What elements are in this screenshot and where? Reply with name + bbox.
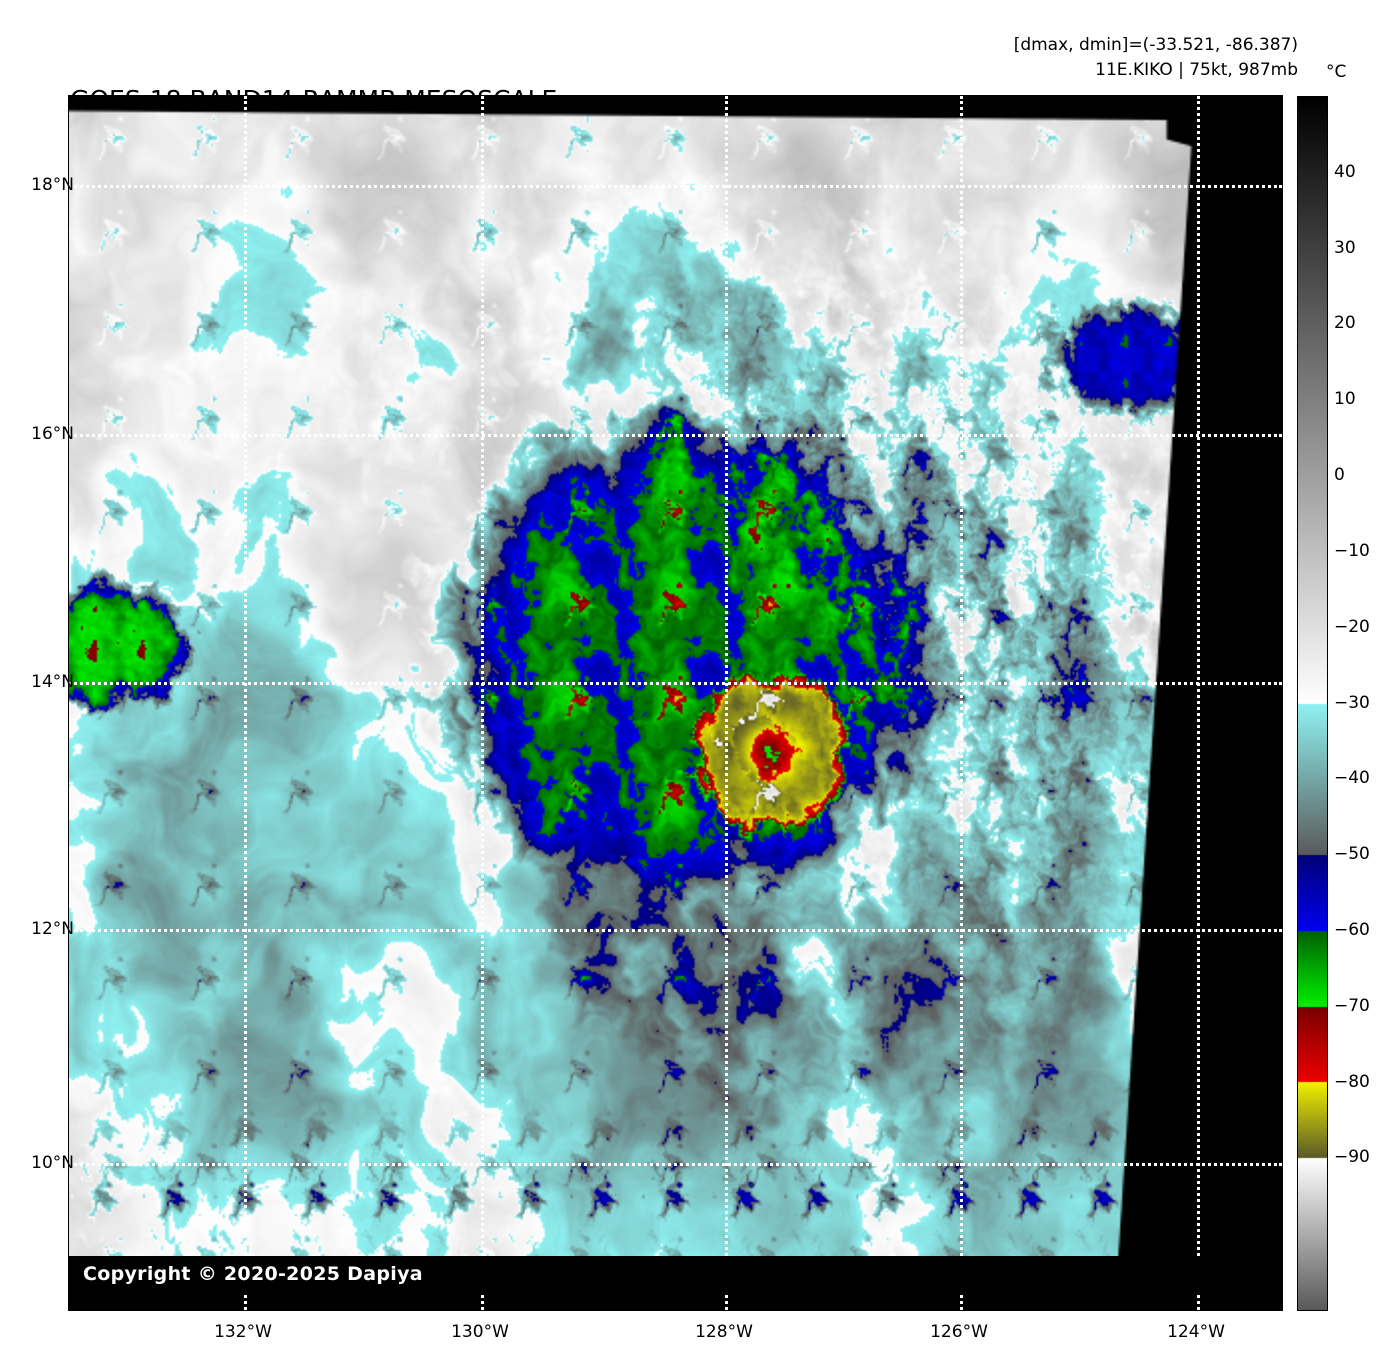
satellite-image-clip — [69, 96, 1282, 1310]
copyright-text: Copyright © 2020-2025 Dapiya — [83, 1263, 423, 1285]
colorbar-tick-label: −60 — [1334, 919, 1370, 940]
gridline-vertical — [244, 96, 247, 1310]
header-metadata: [dmax, dmin]=(-33.521, -86.387) 11E.KIKO… — [1014, 33, 1298, 83]
colorbar-tick-label: 0 — [1334, 465, 1345, 486]
gridline-horizontal — [69, 434, 1282, 437]
latitude-tick-label: 12°N — [31, 919, 74, 939]
colorbar-tick-label: −70 — [1334, 995, 1370, 1016]
colorbar-canvas — [1298, 97, 1327, 1310]
colorbar-tick-label: −20 — [1334, 616, 1370, 637]
satellite-imagery — [69, 96, 1282, 1310]
gridline-horizontal — [69, 185, 1282, 188]
colorbar-unit-label: °C — [1326, 62, 1347, 82]
colorbar-gradient — [1298, 97, 1327, 1310]
gridline-vertical — [1197, 96, 1200, 1310]
colorbar-tick-label: 20 — [1334, 313, 1356, 334]
copyright-bar: Copyright © 2020-2025 Dapiya — [69, 1256, 1282, 1292]
latitude-tick-label: 10°N — [31, 1153, 74, 1173]
colorbar-tick-label: −30 — [1334, 692, 1370, 713]
longitude-tick-label: 130°W — [451, 1322, 509, 1342]
temperature-colorbar[interactable] — [1297, 96, 1328, 1311]
colorbar-tick-label: −80 — [1334, 1071, 1370, 1092]
colorbar-tick-label: −90 — [1334, 1147, 1370, 1168]
colorbar-tick-label: 30 — [1334, 237, 1356, 258]
gridline-horizontal — [69, 929, 1282, 932]
colorbar-tick-label: −40 — [1334, 768, 1370, 789]
latitude-tick-label: 16°N — [31, 424, 74, 444]
gridline-vertical — [725, 96, 728, 1310]
storm-intensity-readout: 11E.KIKO | 75kt, 987mb — [1095, 60, 1298, 80]
gridline-vertical — [481, 96, 484, 1310]
longitude-tick-label: 128°W — [695, 1322, 753, 1342]
dmax-dmin-readout: [dmax, dmin]=(-33.521, -86.387) — [1013, 35, 1298, 55]
satellite-image-panel[interactable]: Copyright © 2020-2025 Dapiya — [68, 95, 1283, 1311]
longitude-tick-label: 126°W — [930, 1322, 988, 1342]
latitude-tick-label: 14°N — [31, 672, 74, 692]
gridline-horizontal — [69, 1163, 1282, 1166]
gridline-vertical — [960, 96, 963, 1310]
latitude-tick-label: 18°N — [31, 175, 74, 195]
longitude-tick-label: 124°W — [1167, 1322, 1225, 1342]
longitude-tick-label: 132°W — [214, 1322, 272, 1342]
colorbar-tick-label: −10 — [1334, 540, 1370, 561]
colorbar-tick-label: 40 — [1334, 161, 1356, 182]
colorbar-tick-label: 10 — [1334, 389, 1356, 410]
colorbar-tick-label: −50 — [1334, 844, 1370, 865]
gridline-horizontal — [69, 682, 1282, 685]
